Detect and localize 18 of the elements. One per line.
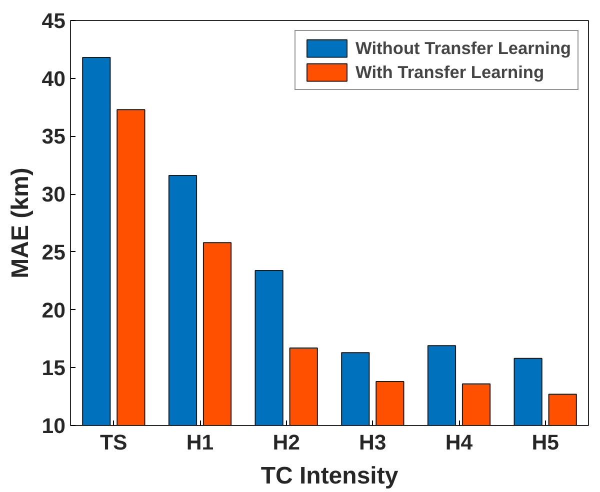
y-tick-label: 15 xyxy=(42,356,66,380)
x-tick-label: H4 xyxy=(445,430,473,454)
y-tick-label: 20 xyxy=(42,298,66,322)
y-tick-label: 30 xyxy=(42,182,66,207)
x-tick-label: H2 xyxy=(272,430,300,454)
legend-label: Without Transfer Learning xyxy=(356,38,571,58)
x-tick-label: H1 xyxy=(186,430,214,454)
legend-label: With Transfer Learning xyxy=(356,62,544,82)
x-tick-label: H3 xyxy=(359,430,386,454)
x-tick-label: TS xyxy=(100,430,128,454)
y-tick-label: 40 xyxy=(42,66,66,91)
y-tick-label: 45 xyxy=(42,9,66,33)
x-axis-title: TC Intensity xyxy=(260,462,399,490)
x-tick-label: H5 xyxy=(532,430,560,454)
y-axis-title: MAE (km) xyxy=(6,168,34,278)
y-tick-label: 25 xyxy=(42,240,66,264)
y-tick-label: 10 xyxy=(42,414,66,438)
y-tick-label: 35 xyxy=(42,124,66,149)
